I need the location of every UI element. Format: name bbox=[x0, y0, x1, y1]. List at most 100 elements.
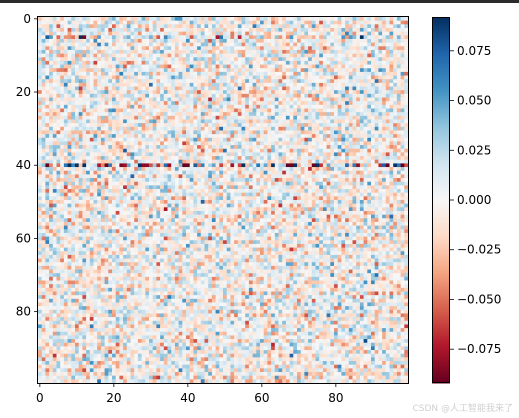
heatmap-cell bbox=[252, 119, 257, 124]
heatmap-cell bbox=[178, 86, 183, 91]
heatmap-cell bbox=[396, 119, 401, 124]
heatmap-cell bbox=[86, 53, 91, 58]
heatmap-cell bbox=[263, 170, 268, 175]
heatmap-cell bbox=[215, 141, 220, 146]
heatmap-cell bbox=[137, 27, 142, 33]
heatmap-cell bbox=[267, 181, 272, 186]
heatmap-cell bbox=[363, 152, 368, 157]
heatmap-cell bbox=[174, 46, 179, 51]
heatmap-cell bbox=[252, 152, 257, 157]
heatmap-cell bbox=[371, 57, 376, 62]
heatmap-cell bbox=[311, 130, 316, 135]
heatmap-cell bbox=[119, 90, 124, 95]
heatmap-cell bbox=[211, 35, 216, 40]
heatmap-cell bbox=[163, 189, 168, 194]
heatmap-cell bbox=[404, 17, 409, 22]
heatmap-cell bbox=[289, 134, 294, 139]
heatmap-cell bbox=[271, 196, 276, 201]
heatmap-cell bbox=[297, 27, 302, 33]
heatmap-cell bbox=[334, 75, 339, 80]
heatmap-cell bbox=[345, 170, 350, 175]
heatmap-cell bbox=[112, 82, 117, 87]
heatmap-cell bbox=[285, 38, 290, 44]
heatmap-cell bbox=[396, 189, 401, 194]
heatmap-cell bbox=[271, 31, 276, 36]
heatmap-cell bbox=[204, 38, 209, 44]
heatmap-cell bbox=[359, 35, 364, 40]
heatmap-cell bbox=[67, 119, 72, 124]
heatmap-cell bbox=[289, 71, 294, 76]
heatmap-cell bbox=[311, 185, 316, 190]
heatmap-cell bbox=[174, 27, 179, 33]
heatmap-cell bbox=[197, 181, 202, 186]
heatmap-cell bbox=[215, 148, 220, 153]
heatmap-cell bbox=[86, 71, 91, 76]
heatmap-cell bbox=[134, 185, 139, 190]
heatmap-cell bbox=[274, 71, 279, 76]
heatmap-cell bbox=[311, 68, 316, 73]
heatmap-cell bbox=[315, 112, 320, 117]
heatmap-cell bbox=[271, 35, 276, 40]
heatmap-cell bbox=[115, 38, 120, 44]
heatmap-cell bbox=[248, 126, 253, 131]
heatmap-cell bbox=[174, 20, 179, 25]
heatmap-cell bbox=[234, 24, 239, 29]
heatmap-cell bbox=[271, 101, 276, 106]
heatmap-cell bbox=[200, 90, 205, 95]
heatmap-cell bbox=[297, 101, 302, 106]
heatmap-cell bbox=[93, 68, 98, 73]
heatmap-cell bbox=[71, 115, 76, 120]
heatmap-cell bbox=[393, 71, 398, 76]
heatmap-cell bbox=[75, 170, 80, 175]
heatmap-cell bbox=[60, 46, 65, 51]
heatmap-cell bbox=[108, 20, 113, 25]
heatmap-cell bbox=[63, 130, 68, 135]
heatmap-cell bbox=[208, 185, 213, 190]
heatmap-cell bbox=[215, 152, 220, 157]
heatmap-cell bbox=[167, 159, 172, 164]
heatmap-cell bbox=[382, 86, 387, 91]
heatmap-cell bbox=[97, 115, 102, 120]
heatmap-cell bbox=[334, 24, 339, 29]
heatmap-cell bbox=[385, 189, 390, 194]
heatmap-cell bbox=[174, 42, 179, 47]
heatmap-cell bbox=[256, 189, 261, 194]
heatmap-cell bbox=[115, 49, 120, 54]
heatmap-cell bbox=[389, 119, 394, 124]
heatmap-cell bbox=[230, 119, 235, 124]
heatmap-cell bbox=[356, 134, 361, 139]
heatmap-cell bbox=[311, 119, 316, 124]
heatmap-cell bbox=[297, 79, 302, 84]
heatmap-cell bbox=[178, 123, 183, 128]
heatmap-cell bbox=[285, 181, 290, 186]
heatmap-cell bbox=[82, 97, 87, 102]
heatmap-cell bbox=[126, 126, 131, 131]
heatmap-cell bbox=[163, 27, 168, 33]
heatmap-cell bbox=[49, 42, 54, 47]
heatmap-cell bbox=[245, 163, 250, 168]
heatmap-cell bbox=[215, 17, 220, 22]
heatmap-cell bbox=[112, 17, 117, 22]
heatmap-cell bbox=[311, 17, 316, 22]
heatmap-cell bbox=[123, 185, 128, 190]
heatmap-cell bbox=[71, 20, 76, 25]
heatmap-cell bbox=[319, 192, 324, 197]
heatmap-cell bbox=[119, 167, 124, 172]
heatmap-cell bbox=[267, 27, 272, 33]
heatmap-cell bbox=[149, 159, 154, 164]
heatmap-cell bbox=[93, 79, 98, 84]
heatmap-cell bbox=[237, 20, 242, 25]
heatmap-cell bbox=[141, 134, 146, 139]
heatmap-cell bbox=[219, 68, 224, 73]
heatmap-cell bbox=[252, 123, 257, 128]
heatmap-cell bbox=[345, 101, 350, 106]
heatmap-cell bbox=[278, 130, 283, 135]
heatmap-cell bbox=[348, 42, 353, 47]
heatmap-cell bbox=[334, 79, 339, 84]
heatmap-cell bbox=[271, 108, 276, 113]
heatmap-cell bbox=[178, 145, 183, 150]
heatmap-cell bbox=[137, 53, 142, 58]
heatmap-cell bbox=[56, 75, 61, 80]
heatmap-cell bbox=[315, 170, 320, 175]
heatmap-cell bbox=[315, 75, 320, 80]
